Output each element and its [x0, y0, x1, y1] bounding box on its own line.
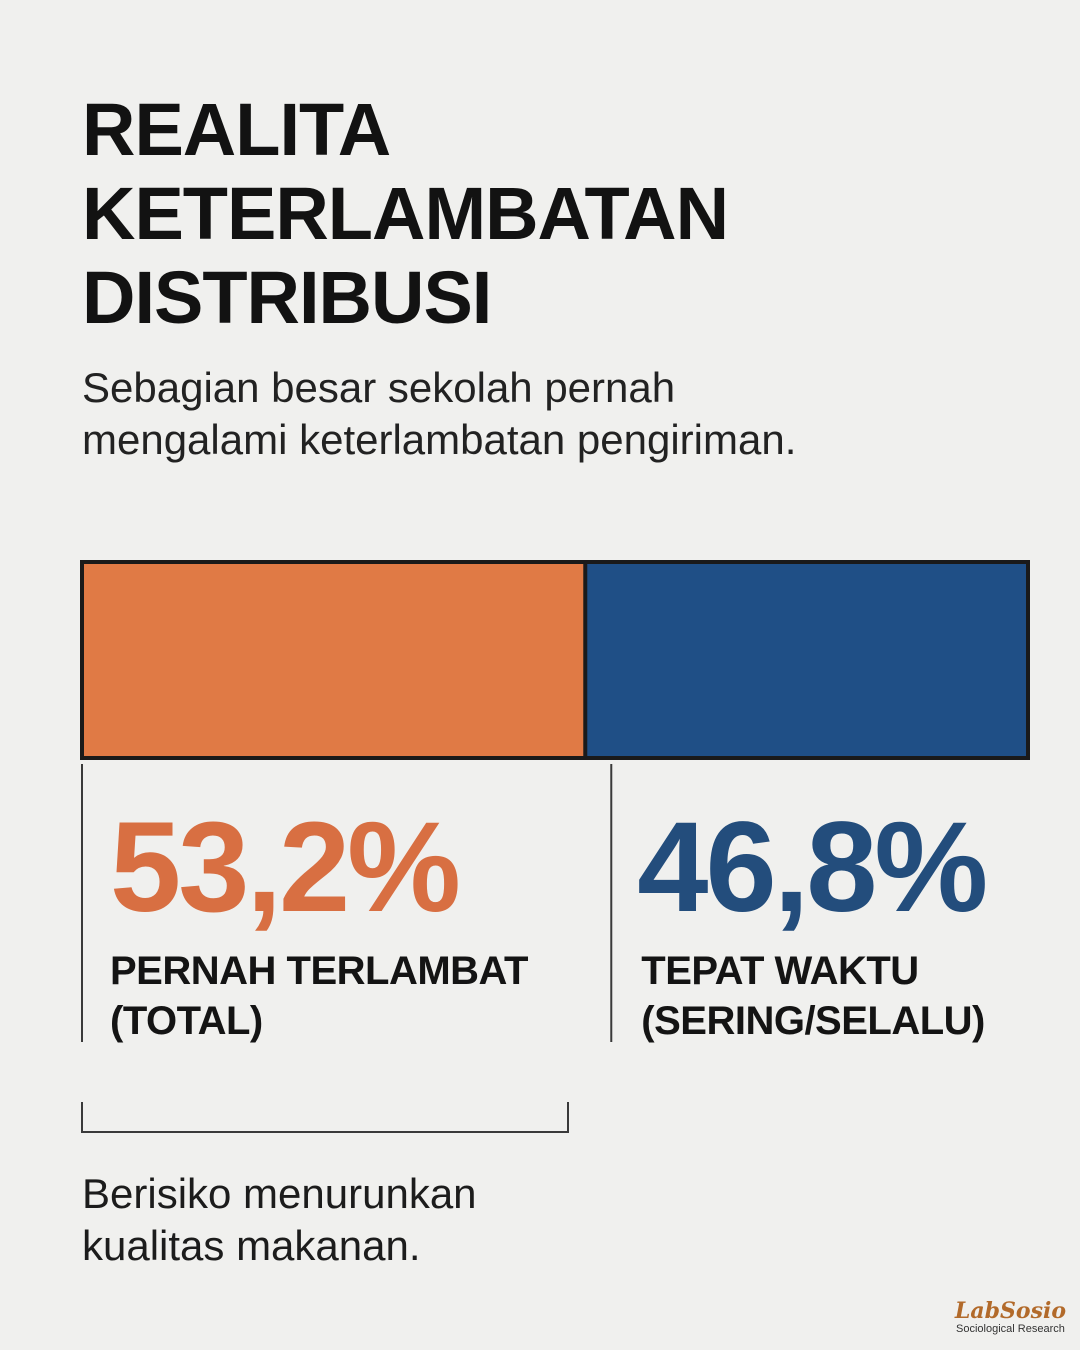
bar-segment-ontime: [585, 562, 1028, 758]
brand-name: LabSosio: [954, 1298, 1066, 1324]
note-bracket: [81, 1102, 569, 1133]
category-label-late: PERNAH TERLAMBAT (TOTAL): [110, 946, 528, 1046]
page-subtitle: Sebagian besar sekolah pernah mengalami …: [82, 362, 1022, 466]
value-label-ontime: 46,8%: [637, 796, 988, 939]
value-label-late: 53,2%: [110, 796, 461, 939]
category-label-ontime-line-1: TEPAT WAKTU: [641, 949, 919, 993]
title-line-1: REALITA: [82, 88, 391, 171]
risk-note-line-2: kualitas makanan.: [82, 1222, 421, 1269]
bar-segment-late: [82, 562, 586, 758]
title-line-2: KETERLAMBATAN: [82, 172, 729, 255]
brand-tagline: Sociological Research: [956, 1323, 1065, 1335]
risk-note: Berisiko menurunkan kualitas makanan.: [82, 1168, 602, 1272]
bar-outline: [80, 560, 1030, 760]
title-line-3: DISTRIBUSI: [82, 256, 492, 339]
page-title: REALITA KETERLAMBATAN DISTRIBUSI: [82, 88, 982, 340]
brand-logo: LabSosio Sociological Research: [955, 1299, 1066, 1336]
subtitle-line-1: Sebagian besar sekolah pernah: [82, 364, 676, 411]
category-label-late-line-1: PERNAH TERLAMBAT: [110, 949, 528, 993]
category-label-late-line-2: (TOTAL): [110, 999, 263, 1043]
subtitle-line-2: mengalami keterlambatan pengiriman.: [82, 416, 797, 463]
risk-note-line-1: Berisiko menurunkan: [82, 1170, 477, 1217]
category-label-ontime: TEPAT WAKTU (SERING/SELALU): [641, 946, 985, 1046]
category-label-ontime-line-2: (SERING/SELALU): [641, 999, 985, 1043]
